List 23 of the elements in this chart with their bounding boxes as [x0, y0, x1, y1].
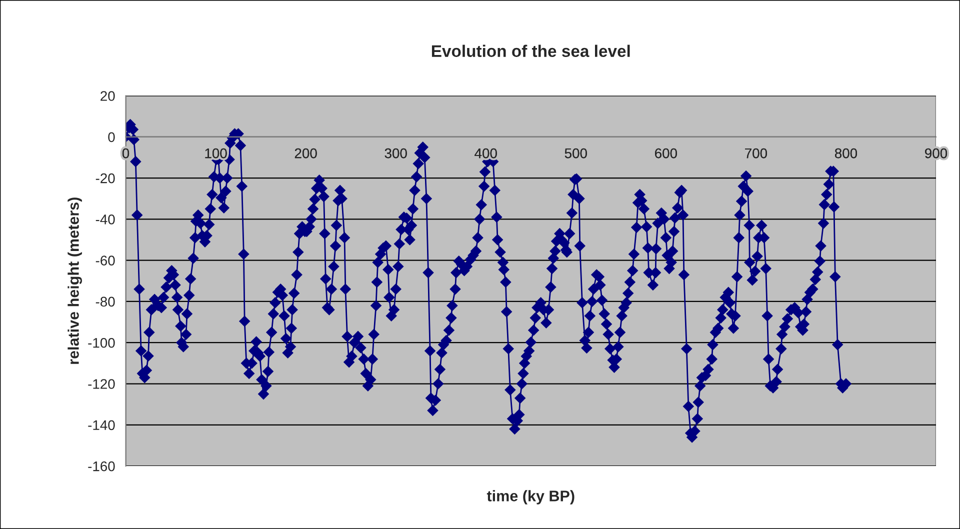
y-tick-label: -100: [88, 338, 115, 348]
y-tick-label: -60: [96, 256, 115, 266]
y-axis-title: relative height (meters): [68, 198, 82, 364]
y-tick-label: 20: [100, 91, 115, 101]
x-tick-label: 800: [834, 148, 858, 158]
x-tick-label: 700: [745, 148, 767, 158]
y-tick-label: -120: [88, 379, 115, 389]
y-tick-label: -160: [88, 461, 115, 472]
x-tick-label: 300: [384, 148, 407, 158]
chart-title: Evolution of the sea level: [432, 44, 630, 58]
y-tick-label: -20: [96, 173, 115, 184]
x-tick-label: 200: [294, 148, 317, 158]
x-tick-label: 0: [122, 148, 130, 158]
x-axis-title: time (ky BP): [486, 490, 574, 504]
y-tick-label: -80: [96, 296, 115, 307]
y-tick-label: -40: [96, 214, 115, 224]
y-tick-label: -140: [88, 420, 115, 430]
x-tick-label: 400: [474, 148, 497, 158]
x-tick-label: 600: [655, 148, 677, 158]
x-tick-label: 500: [564, 148, 587, 158]
y-tick-label: 0: [108, 132, 115, 142]
x-tick-label: 100: [205, 148, 227, 158]
x-tick-label: 900: [925, 148, 948, 158]
